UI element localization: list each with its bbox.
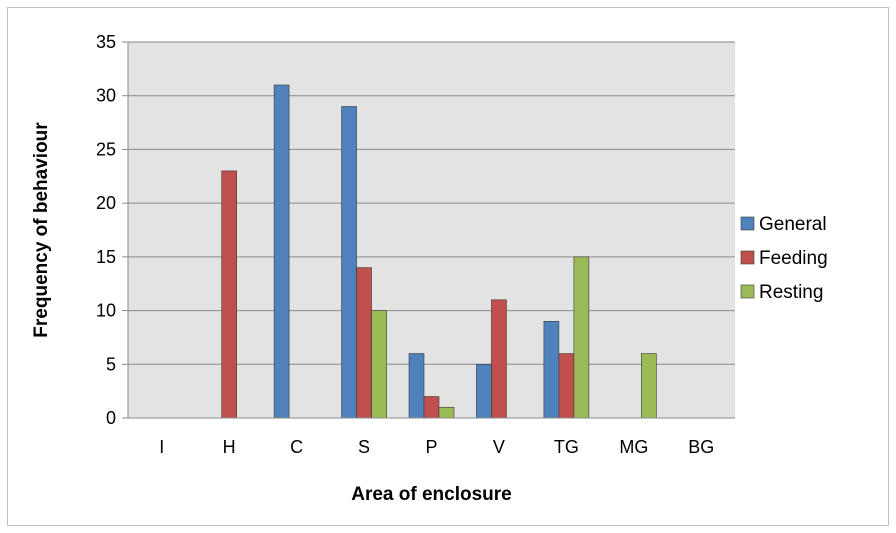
legend-swatch-feeding xyxy=(740,250,755,265)
chart-frame: 0 5 10 15 20 25 30 35 I H C S P V TG MG BG Frequency of… xyxy=(7,7,889,526)
y-tick-label: 10 xyxy=(96,301,116,321)
bar-resting-mg xyxy=(641,353,657,419)
bar-resting-tg xyxy=(573,256,590,419)
x-tick-label: MG xyxy=(619,437,648,457)
x-tick-label: C xyxy=(290,437,303,457)
bar-general-p xyxy=(408,353,425,419)
x-tick-label: V xyxy=(493,437,505,457)
y-tick-label: 0 xyxy=(106,408,116,428)
legend-swatch-resting xyxy=(740,284,755,299)
y-tick-label: 30 xyxy=(96,86,116,106)
legend: General Feeding Resting xyxy=(740,214,828,303)
x-tick-label: P xyxy=(425,437,437,457)
x-tick-label: H xyxy=(223,437,236,457)
bar-feeding-s xyxy=(356,267,372,419)
bar-chart: 0 5 10 15 20 25 30 35 I H C S P V TG MG BG Frequency of… xyxy=(31,32,828,505)
legend-label-general: General xyxy=(759,214,827,235)
x-tick-label: TG xyxy=(554,437,579,457)
x-tick-label: BG xyxy=(688,437,714,457)
y-tick-label: 15 xyxy=(96,247,116,267)
bar-feeding-h xyxy=(221,170,237,419)
bar-resting-s xyxy=(371,310,387,419)
axes xyxy=(127,42,735,419)
bar-feeding-p xyxy=(423,396,440,419)
y-tick-label: 35 xyxy=(96,32,116,52)
y-tick-label: 25 xyxy=(96,139,116,159)
bar-resting-p xyxy=(438,406,455,419)
x-tick-label: S xyxy=(358,437,370,457)
y-tick-label: 5 xyxy=(106,354,116,374)
bar-feeding-tg xyxy=(558,353,575,419)
bar-general-v xyxy=(476,363,492,419)
y-tick-label: 20 xyxy=(96,193,116,213)
x-tick-label: I xyxy=(159,437,164,457)
bar-general-s xyxy=(341,106,357,419)
bar-feeding-v xyxy=(491,299,507,419)
legend-label-resting: Resting xyxy=(759,282,823,303)
bar-general-tg xyxy=(543,321,560,419)
legend-swatch-general xyxy=(740,216,755,231)
y-tick-labels: 0 5 10 15 20 25 30 35 xyxy=(96,32,116,428)
x-axis-title: Area of enclosure xyxy=(351,484,512,505)
bars xyxy=(221,84,657,419)
legend-label-feeding: Feeding xyxy=(759,248,828,269)
y-axis-title: Frequency of behaviour xyxy=(31,122,52,338)
x-tick-labels: I H C S P V TG MG BG xyxy=(159,437,714,457)
bar-general-c xyxy=(273,84,290,419)
